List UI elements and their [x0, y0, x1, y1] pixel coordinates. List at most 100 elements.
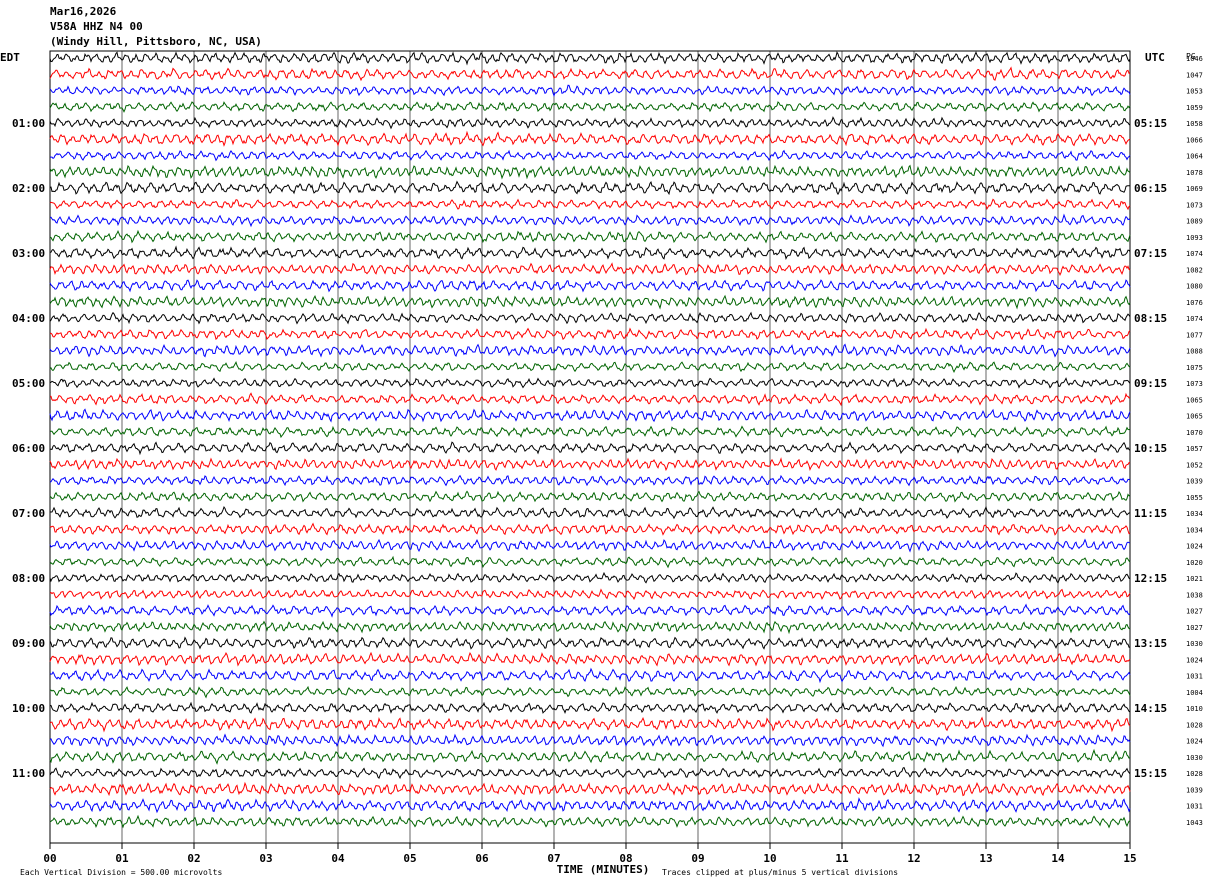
seismic-trace [49, 814, 1130, 829]
seismic-trace [49, 441, 1131, 456]
seismic-trace [49, 66, 1131, 82]
trace-rms-value: 1021 [1186, 575, 1203, 583]
left-timezone-label: EDT [0, 51, 20, 64]
seismic-trace [49, 555, 1131, 569]
trace-rms-value: 1077 [1186, 331, 1203, 339]
trace-rms-value: 1020 [1186, 559, 1203, 567]
trace-rms-value: 1028 [1186, 721, 1203, 729]
seismic-trace [49, 311, 1131, 325]
seismic-trace [49, 101, 1131, 113]
seismic-trace [49, 733, 1131, 748]
trace-rms-value: 1030 [1186, 640, 1203, 648]
trace-rms-value: 1024 [1186, 656, 1203, 664]
trace-rms-value: 1078 [1186, 169, 1203, 177]
trace-rms-value: 1082 [1186, 266, 1203, 274]
scale-note: Each Vertical Division = 500.00 microvol… [20, 868, 222, 877]
trace-rms-value: 1073 [1186, 201, 1203, 209]
trace-rms-value: 1070 [1186, 429, 1203, 437]
trace-rms-value: 1047 [1186, 71, 1203, 79]
trace-rms-value: 1030 [1186, 754, 1203, 762]
x-axis-label: TIME (MINUTES) [557, 863, 650, 876]
seismic-trace [49, 685, 1131, 699]
trace-rms-value: 1039 [1186, 786, 1203, 794]
x-tick-label: 10 [763, 852, 776, 865]
trace-rms-value: 1069 [1186, 185, 1203, 193]
seismic-trace [49, 797, 1131, 814]
left-hour-label: 11:00 [12, 767, 45, 780]
seismic-trace [49, 164, 1131, 180]
trace-rms-value: 1039 [1186, 478, 1203, 486]
seismic-trace [49, 408, 1131, 423]
seismic-trace [49, 51, 1131, 66]
x-tick-label: 09 [691, 852, 704, 865]
seismic-trace [49, 781, 1131, 797]
left-hour-label: 08:00 [12, 572, 45, 585]
trace-rms-value: 1073 [1186, 380, 1203, 388]
seismic-trace [49, 766, 1131, 780]
trace-rms-value: 1004 [1186, 689, 1203, 697]
seismic-trace [50, 149, 1131, 162]
x-tick-label: 11 [835, 852, 849, 865]
trace-rms-value: 1057 [1186, 445, 1203, 453]
seismic-trace [49, 377, 1131, 389]
plot-frame [49, 50, 1131, 844]
right-hour-label: 14:15 [1134, 702, 1167, 715]
right-hour-label: 11:15 [1134, 507, 1167, 520]
trace-rms-value: 1055 [1186, 494, 1203, 502]
right-corner-label: PG [1186, 52, 1196, 61]
seismic-trace [49, 180, 1131, 196]
trace-rms-value: 1024 [1186, 543, 1203, 551]
x-tick-label: 06 [475, 852, 489, 865]
seismic-trace [49, 392, 1131, 407]
trace-rms-value: 1080 [1186, 283, 1203, 291]
trace-rms-value: 1065 [1186, 396, 1203, 404]
x-tick-label: 13 [979, 852, 992, 865]
trace-rms-value: 1038 [1186, 591, 1203, 599]
left-hour-label: 06:00 [12, 442, 45, 455]
right-hour-label: 05:15 [1134, 117, 1167, 130]
trace-rms-value: 1074 [1186, 250, 1203, 258]
trace-rms-value: 1046 [1186, 55, 1203, 63]
right-hour-label: 13:15 [1134, 637, 1167, 650]
trace-rms-value: 1024 [1186, 738, 1203, 746]
x-tick-label: 07 [547, 852, 560, 865]
seismic-trace [50, 505, 1131, 520]
header-station: V58A HHZ N4 00 [50, 20, 143, 33]
seismic-trace [49, 588, 1131, 600]
seismic-trace [49, 538, 1131, 553]
left-hour-label: 09:00 [12, 637, 45, 650]
left-hour-label: 10:00 [12, 702, 45, 715]
right-hour-label: 06:15 [1134, 182, 1167, 195]
right-hour-label: 07:15 [1134, 247, 1167, 260]
trace-rms-value: 1089 [1186, 218, 1203, 226]
seismic-trace [49, 490, 1131, 503]
seismic-trace [49, 425, 1131, 439]
trace-rms-value: 1058 [1186, 120, 1203, 128]
left-hour-label: 04:00 [12, 312, 45, 325]
right-hour-label: 09:15 [1134, 377, 1167, 390]
trace-rms-value: 1052 [1186, 461, 1203, 469]
x-tick-label: 02 [187, 852, 200, 865]
seismic-trace [49, 343, 1131, 358]
trace-rms-value: 1059 [1186, 104, 1203, 112]
left-hour-label: 03:00 [12, 247, 45, 260]
trace-rms-value: 1075 [1186, 364, 1203, 372]
x-tick-label: 05 [403, 852, 416, 865]
header-location: (Windy Hill, Pittsboro, NC, USA) [50, 35, 262, 48]
seismic-trace [49, 262, 1131, 276]
x-tick-label: 04 [331, 852, 345, 865]
header-date: Mar16,2026 [50, 5, 117, 18]
x-tick-label: 12 [907, 852, 920, 865]
seismic-trace [49, 327, 1131, 341]
trace-rms-value: 1065 [1186, 413, 1203, 421]
trace-rms-value: 1066 [1186, 136, 1203, 144]
left-hour-label: 07:00 [12, 507, 45, 520]
seismic-trace [49, 457, 1131, 472]
left-hour-label: 01:00 [12, 117, 45, 130]
trace-rms-value: 1027 [1186, 624, 1203, 632]
clip-note: Traces clipped at plus/minus 5 vertical … [662, 868, 898, 877]
seismic-trace [49, 522, 1131, 536]
trace-rms-value: 1064 [1186, 153, 1203, 161]
right-hour-label: 15:15 [1134, 767, 1167, 780]
